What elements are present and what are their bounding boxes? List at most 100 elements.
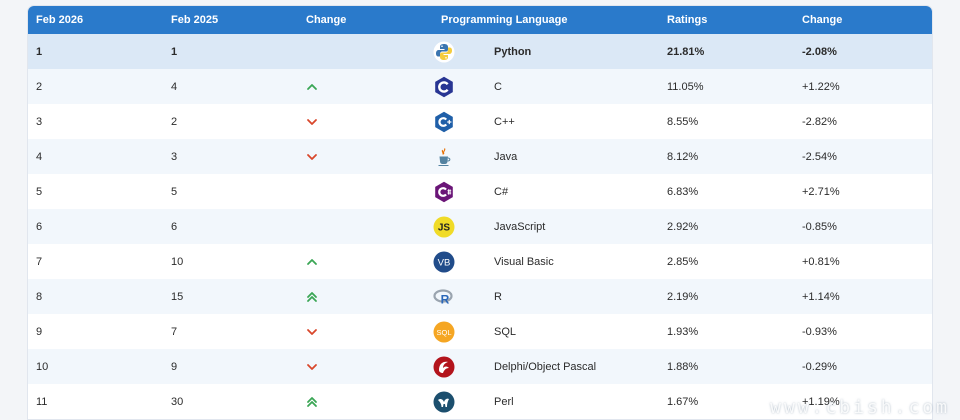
- rating-change: -0.93%: [794, 314, 932, 349]
- table-row[interactable]: 5 5 C# 6.83% +2.71%: [28, 174, 932, 209]
- previous-rank: 4: [163, 69, 298, 104]
- language-name: R: [486, 279, 659, 314]
- language-logo: [433, 34, 486, 69]
- double-chevron-up-icon: [306, 291, 433, 303]
- previous-rank: 10: [163, 244, 298, 279]
- current-rank: 11: [28, 384, 163, 419]
- previous-rank: 2: [163, 104, 298, 139]
- r-logo-icon: R: [433, 286, 486, 308]
- previous-rank: 7: [163, 314, 298, 349]
- rating-change: -2.54%: [794, 139, 932, 174]
- table-row[interactable]: 2 4 C 11.05% +1.22%: [28, 69, 932, 104]
- language-name: Perl: [486, 384, 659, 419]
- header-ratings[interactable]: Ratings: [659, 6, 794, 34]
- language-name: C: [486, 69, 659, 104]
- current-rank: 1: [28, 34, 163, 69]
- table-row[interactable]: 4 3 Java 8.12% -2.54%: [28, 139, 932, 174]
- language-logo: [433, 384, 486, 419]
- table-row[interactable]: 9 7 SQL SQL 1.93% -0.93%: [28, 314, 932, 349]
- c-logo-icon: [433, 76, 486, 98]
- csharp-logo-icon: [433, 181, 486, 203]
- cpp-logo-icon: [433, 111, 486, 133]
- rating-change: -2.82%: [794, 104, 932, 139]
- language-logo: [433, 104, 486, 139]
- rating-change: +2.71%: [794, 174, 932, 209]
- previous-rank: 5: [163, 174, 298, 209]
- python-logo-icon: [433, 41, 486, 63]
- table-row[interactable]: 7 10 VB Visual Basic 2.85% +0.81%: [28, 244, 932, 279]
- change-indicator: [298, 314, 433, 349]
- table-header-row: Feb 2026 Feb 2025 Change Programming Lan…: [28, 6, 932, 34]
- rating-change: +1.14%: [794, 279, 932, 314]
- rating-value: 2.85%: [659, 244, 794, 279]
- change-indicator: [298, 244, 433, 279]
- language-name: C#: [486, 174, 659, 209]
- tiobe-index-table: Feb 2026 Feb 2025 Change Programming Lan…: [28, 6, 932, 419]
- current-rank: 4: [28, 139, 163, 174]
- change-indicator: [298, 209, 433, 244]
- current-rank: 7: [28, 244, 163, 279]
- previous-rank: 30: [163, 384, 298, 419]
- change-indicator: [298, 279, 433, 314]
- header-previous-rank[interactable]: Feb 2025: [163, 6, 298, 34]
- table-row[interactable]: 1 1 Python 21.81% -2.08%: [28, 34, 932, 69]
- table-row[interactable]: 8 15 R R 2.19% +1.14%: [28, 279, 932, 314]
- chevron-down-icon: [306, 361, 433, 373]
- java-logo-icon: [433, 146, 486, 168]
- svg-text:VB: VB: [438, 257, 451, 268]
- chevron-up-icon: [306, 81, 433, 93]
- language-name: C++: [486, 104, 659, 139]
- javascript-logo-icon: JS: [433, 216, 486, 238]
- table-row[interactable]: 10 9 Delphi/Object Pascal 1.88% -0.29%: [28, 349, 932, 384]
- sql-logo-icon: SQL: [433, 321, 486, 343]
- language-logo: VB: [433, 244, 486, 279]
- rating-change: +1.22%: [794, 69, 932, 104]
- table-row[interactable]: 11 30 Perl 1.67% +1.19%: [28, 384, 932, 419]
- previous-rank: 6: [163, 209, 298, 244]
- language-logo: JS: [433, 209, 486, 244]
- header-language[interactable]: Programming Language: [433, 6, 659, 34]
- language-logo: SQL: [433, 314, 486, 349]
- current-rank: 9: [28, 314, 163, 349]
- svg-text:R: R: [441, 292, 450, 306]
- rating-value: 6.83%: [659, 174, 794, 209]
- header-rating-change[interactable]: Change: [794, 6, 932, 34]
- table-row[interactable]: 3 2 C++ 8.55% -2.82%: [28, 104, 932, 139]
- current-rank: 8: [28, 279, 163, 314]
- current-rank: 2: [28, 69, 163, 104]
- rating-value: 1.88%: [659, 349, 794, 384]
- rating-value: 8.55%: [659, 104, 794, 139]
- chevron-down-icon: [306, 151, 433, 163]
- rating-change: -0.29%: [794, 349, 932, 384]
- header-current-rank[interactable]: Feb 2026: [28, 6, 163, 34]
- chevron-down-icon: [306, 326, 433, 338]
- change-indicator: [298, 34, 433, 69]
- change-indicator: [298, 349, 433, 384]
- header-change[interactable]: Change: [298, 6, 433, 34]
- watermark-text: www.cbish.com: [770, 397, 950, 418]
- language-name: Java: [486, 139, 659, 174]
- current-rank: 5: [28, 174, 163, 209]
- previous-rank: 3: [163, 139, 298, 174]
- rating-change: -2.08%: [794, 34, 932, 69]
- current-rank: 3: [28, 104, 163, 139]
- perl-logo-icon: [433, 391, 486, 413]
- language-name: Python: [486, 34, 659, 69]
- previous-rank: 15: [163, 279, 298, 314]
- change-indicator: [298, 174, 433, 209]
- language-logo: R: [433, 279, 486, 314]
- double-chevron-up-icon: [306, 396, 433, 408]
- previous-rank: 9: [163, 349, 298, 384]
- change-indicator: [298, 104, 433, 139]
- rating-change: +1.19%: [794, 384, 932, 419]
- language-logo: [433, 349, 486, 384]
- table-row[interactable]: 6 6 JS JavaScript 2.92% -0.85%: [28, 209, 932, 244]
- language-name: JavaScript: [486, 209, 659, 244]
- rating-value: 21.81%: [659, 34, 794, 69]
- language-logo: [433, 139, 486, 174]
- current-rank: 6: [28, 209, 163, 244]
- rating-value: 11.05%: [659, 69, 794, 104]
- rating-value: 2.19%: [659, 279, 794, 314]
- visual-basic-logo-icon: VB: [433, 251, 486, 273]
- chevron-up-icon: [306, 256, 433, 268]
